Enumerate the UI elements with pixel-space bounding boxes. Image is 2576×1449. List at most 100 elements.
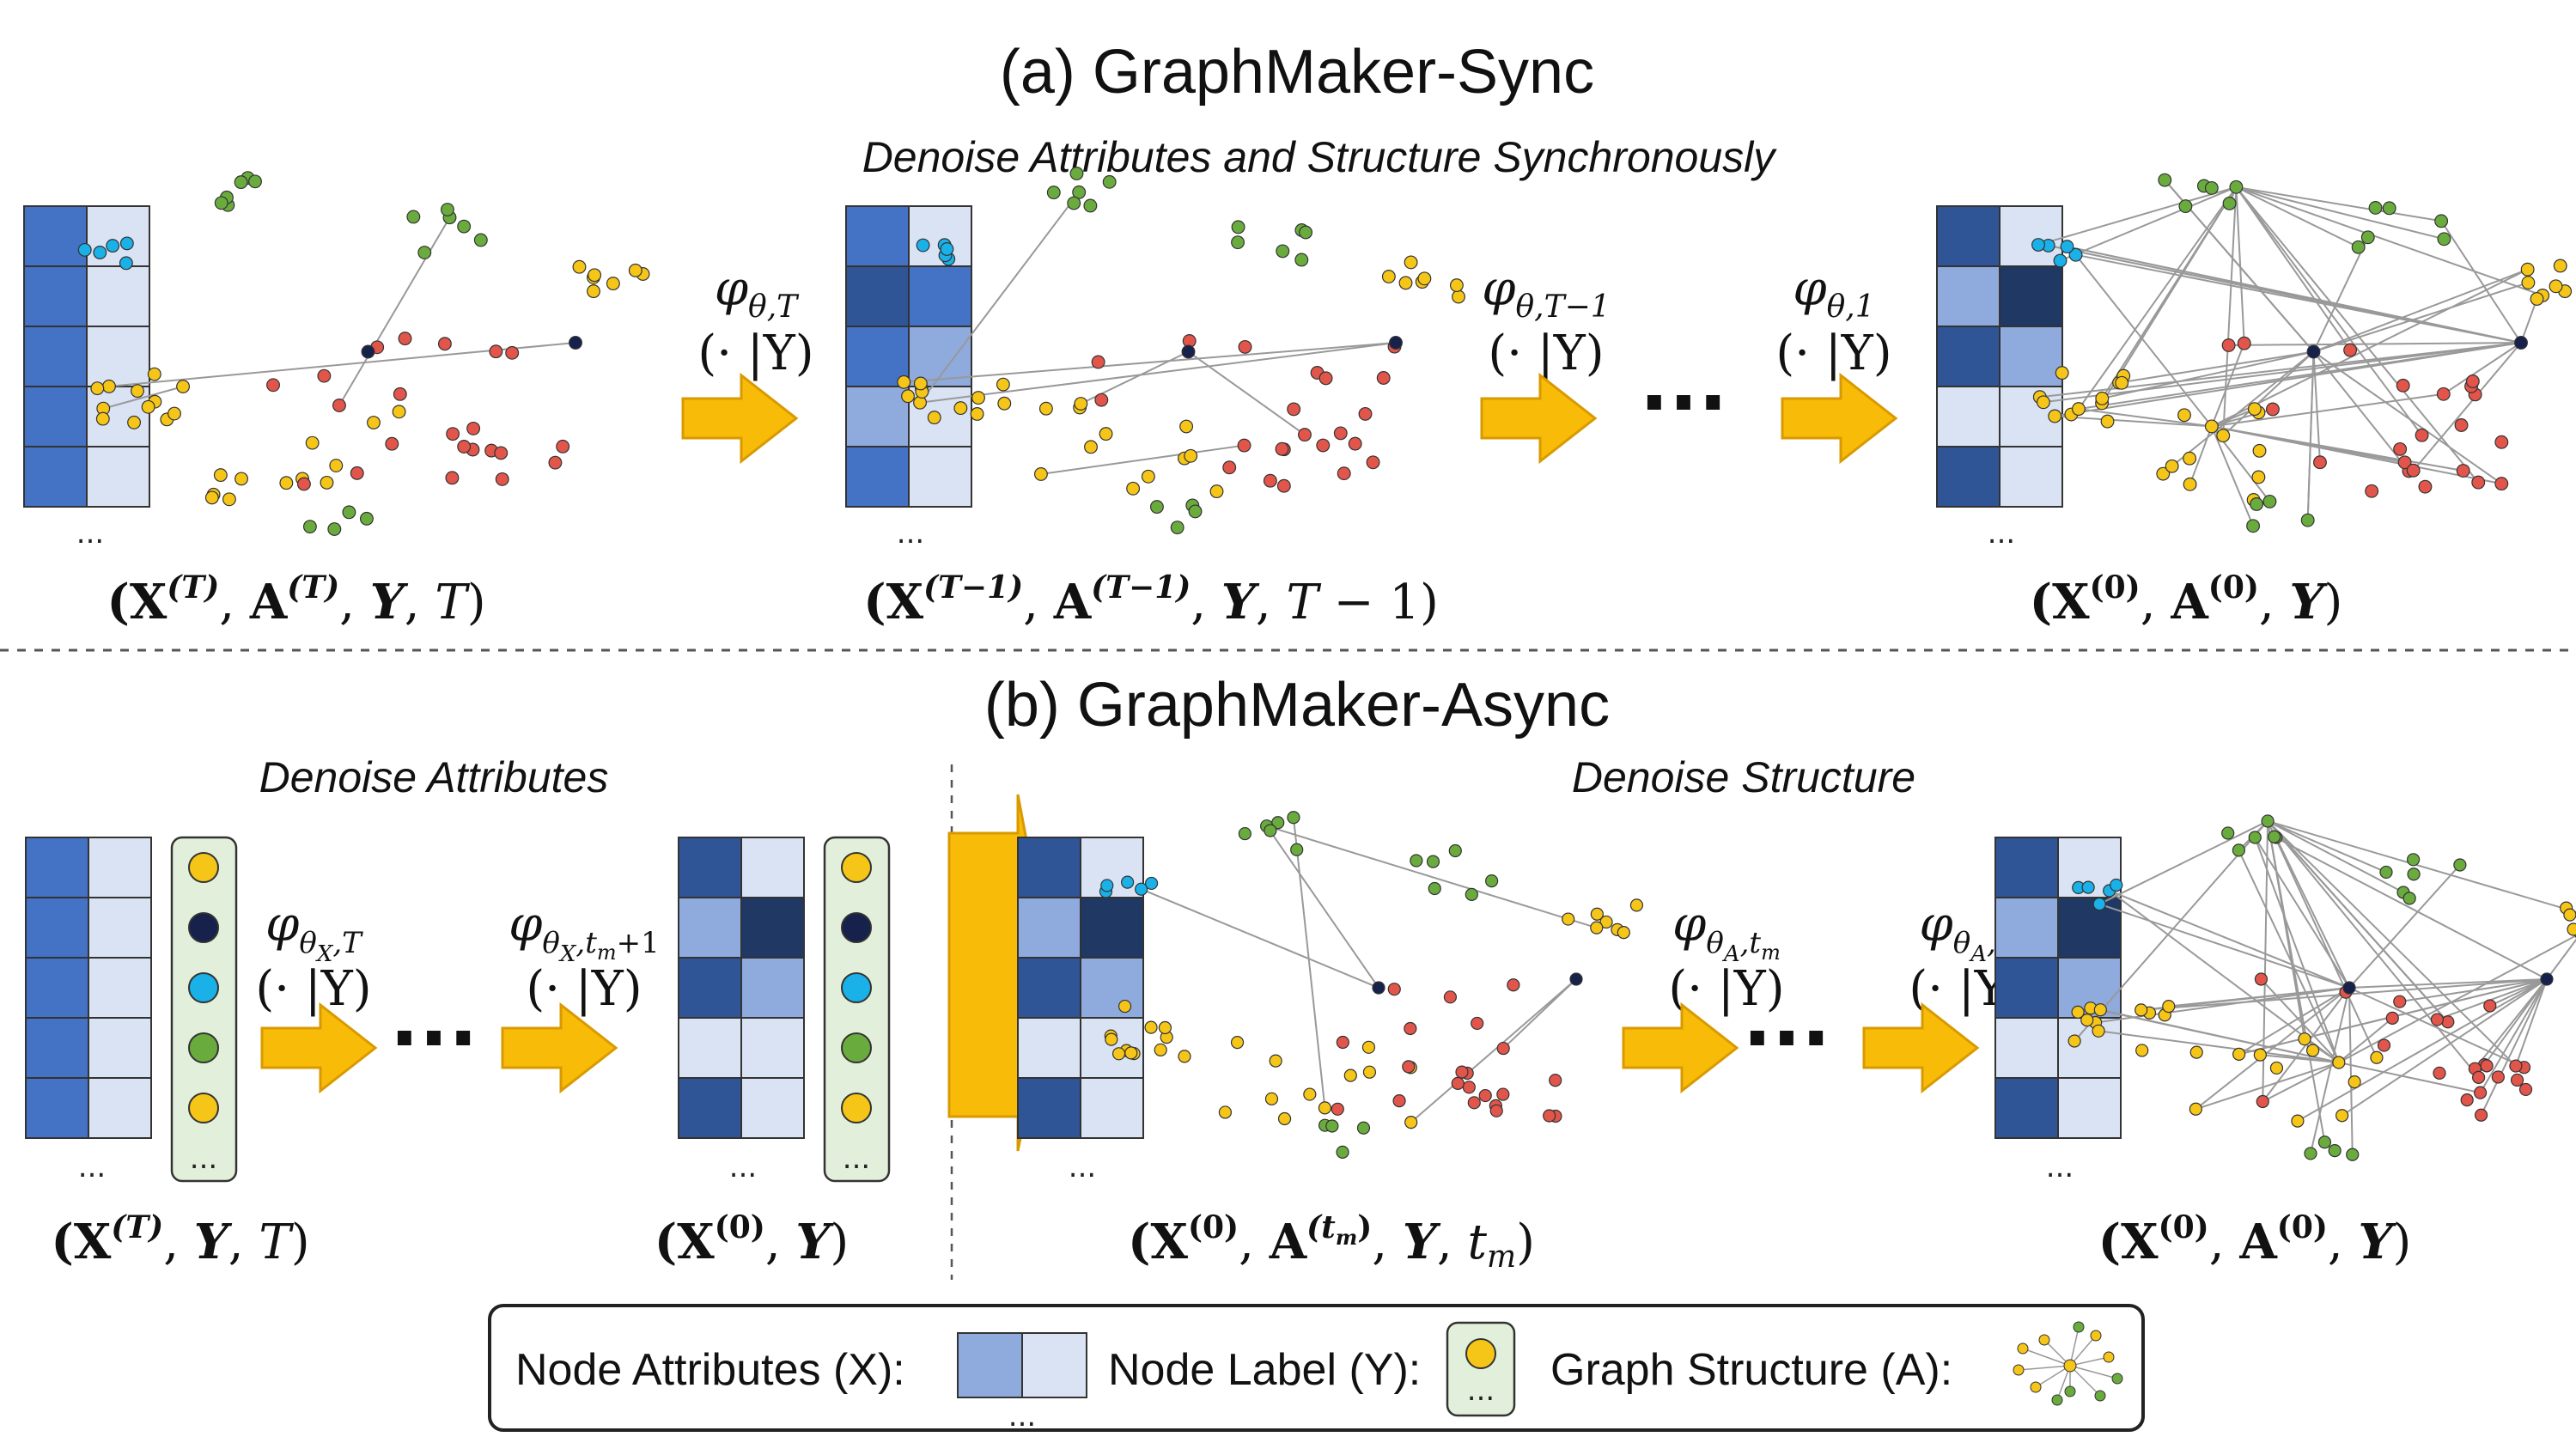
graph-node bbox=[2402, 892, 2416, 905]
graph-node bbox=[1443, 990, 1458, 1004]
graph-node bbox=[1336, 1035, 1349, 1050]
matrix-cell bbox=[845, 326, 910, 387]
graph-node bbox=[2317, 1135, 2332, 1149]
legend-box bbox=[488, 1304, 2145, 1432]
matrix-cell bbox=[1994, 837, 2059, 898]
graph-node bbox=[1277, 1111, 1292, 1126]
graph-node bbox=[2346, 1148, 2360, 1161]
graph-node bbox=[2038, 1334, 2050, 1346]
graph-node bbox=[2549, 279, 2563, 294]
graph-edge bbox=[2078, 186, 2238, 410]
graph-edge bbox=[2312, 236, 2369, 352]
matrix-cell bbox=[908, 326, 972, 387]
arrow-icon bbox=[501, 1003, 618, 1093]
label-node bbox=[841, 972, 872, 1003]
graph-node bbox=[2385, 1011, 2399, 1025]
graph-edge bbox=[2171, 350, 2315, 467]
label-node bbox=[188, 912, 219, 943]
graph-node bbox=[1398, 276, 1413, 290]
graph-node bbox=[2165, 459, 2179, 473]
graph-node bbox=[1218, 1105, 1233, 1119]
graph-node bbox=[1238, 826, 1251, 841]
caption-x0-a0: (X(0), A(0), Y) bbox=[2098, 1209, 2412, 1270]
graph-node bbox=[2514, 336, 2528, 350]
graph-edge bbox=[2195, 1062, 2340, 1111]
graph-node bbox=[147, 367, 161, 381]
graph-node bbox=[77, 242, 92, 257]
graph-node bbox=[2434, 214, 2449, 228]
graph-node bbox=[2256, 1094, 2269, 1109]
graph-node bbox=[2189, 1102, 2202, 1116]
graph-node bbox=[417, 246, 432, 259]
graph-edge bbox=[1292, 817, 1326, 1108]
matrix-cell bbox=[845, 265, 910, 327]
graph-node bbox=[204, 490, 219, 505]
matrix-cell bbox=[845, 386, 910, 447]
graph-edge bbox=[2297, 978, 2548, 1122]
graph-edge bbox=[2235, 186, 2351, 351]
graph-node bbox=[234, 175, 248, 190]
graph-edge bbox=[2235, 186, 2423, 436]
graph-node bbox=[897, 374, 911, 389]
graph-edge bbox=[2348, 864, 2461, 989]
graph-node bbox=[1549, 1074, 1562, 1087]
graph-edge bbox=[2254, 837, 2340, 1063]
matrix-cell bbox=[25, 1077, 89, 1139]
graph-edge bbox=[2313, 282, 2529, 353]
graph-edge bbox=[2267, 819, 2576, 913]
graph-node bbox=[1276, 478, 1291, 493]
graph-edge bbox=[2479, 978, 2548, 1093]
graph-edge bbox=[2262, 1062, 2340, 1103]
graph-edge bbox=[2035, 1365, 2071, 1388]
legend-cell-light bbox=[1021, 1332, 1087, 1398]
graph-node bbox=[1478, 1088, 1492, 1103]
graph-node bbox=[2454, 418, 2469, 432]
cond-label: (· |Y) bbox=[1775, 326, 1891, 381]
ellipsis: ... bbox=[843, 1142, 870, 1176]
graph-edge bbox=[2440, 220, 2522, 344]
graph-node bbox=[1455, 1065, 1469, 1079]
graph-node bbox=[2111, 1373, 2123, 1385]
graph-edge bbox=[2043, 342, 2522, 404]
graph-node bbox=[494, 446, 509, 460]
matrix-cell bbox=[1936, 326, 2001, 387]
graph-node bbox=[572, 259, 587, 274]
graph-edge bbox=[904, 342, 1397, 383]
graph-node bbox=[2232, 1047, 2246, 1061]
graph-node bbox=[1231, 235, 1245, 250]
graph-node bbox=[2216, 429, 2231, 443]
caption-x0-y: (X(0), Y) bbox=[655, 1209, 850, 1270]
graph-edge bbox=[2399, 978, 2548, 1003]
graph-node bbox=[296, 477, 311, 491]
graph-node bbox=[234, 472, 248, 486]
graph-node bbox=[457, 440, 472, 454]
graph-node bbox=[996, 377, 1010, 392]
graph-node bbox=[1348, 436, 1362, 451]
graph-edge bbox=[2210, 343, 2245, 427]
arrow-icon bbox=[260, 1003, 377, 1093]
graph-node bbox=[2036, 395, 2050, 410]
graph-edge bbox=[2055, 415, 2212, 428]
graph-edge bbox=[2095, 987, 2350, 1024]
ellipsis: ... bbox=[2046, 1150, 2074, 1184]
graph-node bbox=[1238, 339, 1252, 354]
graph-node bbox=[1404, 255, 1418, 270]
graph-node bbox=[2094, 1390, 2106, 1402]
phi-label: φθ,1 bbox=[1793, 261, 1874, 325]
matrix-cell bbox=[908, 265, 972, 327]
graph-node bbox=[901, 389, 915, 404]
graph-edge bbox=[2443, 342, 2522, 395]
graph-node bbox=[1507, 978, 1520, 992]
graph-node bbox=[327, 522, 342, 536]
graph-node bbox=[1467, 1096, 1481, 1110]
graph-node bbox=[2221, 338, 2236, 352]
graph-node bbox=[2332, 1056, 2346, 1069]
graph-node bbox=[106, 239, 120, 253]
graph-node bbox=[2017, 1342, 2029, 1355]
graph-node bbox=[457, 219, 472, 234]
graph-node bbox=[1325, 1119, 1339, 1133]
graph-edge bbox=[2060, 186, 2237, 262]
graph-node bbox=[1269, 1054, 1282, 1068]
graph-node bbox=[1336, 1145, 1349, 1159]
step-a1: φθ,T (· |Y) bbox=[681, 261, 814, 463]
